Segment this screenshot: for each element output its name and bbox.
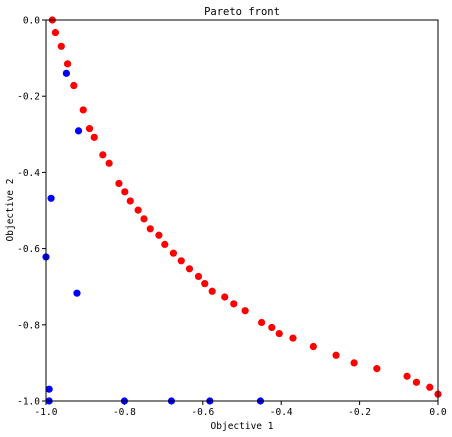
dominated-point	[62, 69, 70, 77]
pareto-point	[208, 287, 216, 295]
chart-title: Pareto front	[204, 6, 280, 18]
pareto-point	[146, 225, 154, 233]
pareto-point	[177, 257, 185, 265]
y-axis-label: Objective 2	[5, 179, 16, 242]
pareto-point	[289, 334, 297, 342]
dominated-point	[45, 385, 53, 393]
pareto-point	[332, 351, 340, 359]
dominated-point	[73, 289, 81, 297]
y-tick-label: -1.0	[17, 397, 40, 408]
x-tick-label: -0.2	[348, 407, 371, 418]
pareto-point	[241, 307, 249, 315]
pareto-point	[70, 81, 78, 90]
pareto-point	[309, 342, 317, 351]
pareto-point	[161, 240, 169, 249]
pareto-point	[99, 151, 107, 159]
x-tick-label: -1.0	[35, 407, 58, 418]
pareto-point	[403, 372, 411, 380]
pareto-point	[155, 231, 163, 239]
pareto-point	[169, 249, 177, 257]
pareto-point	[51, 28, 60, 37]
pareto-point	[63, 60, 72, 68]
dominated-point	[47, 194, 55, 202]
y-tick-label: -0.6	[17, 244, 40, 255]
pareto-point	[230, 300, 238, 308]
y-tick-label: -0.8	[17, 320, 40, 331]
x-tick-label: 0.0	[429, 407, 446, 418]
pareto-point	[57, 42, 65, 50]
y-tick-label: 0.0	[23, 16, 40, 27]
pareto-point	[350, 359, 358, 367]
pareto-point	[412, 378, 421, 386]
x-tick-label: -0.4	[270, 407, 293, 418]
x-tick-label: -0.8	[113, 407, 136, 418]
pareto-point	[105, 159, 113, 167]
pareto-point	[258, 318, 266, 327]
pareto-point	[426, 383, 434, 391]
pareto-point	[134, 206, 142, 214]
pareto-point	[126, 197, 134, 205]
pareto-point	[185, 265, 194, 273]
pareto-point	[79, 106, 87, 114]
dominated-point	[74, 127, 83, 135]
pareto-point	[194, 272, 203, 281]
pareto-point	[85, 124, 94, 133]
y-tick-label: -0.4	[17, 168, 40, 179]
pareto-point	[90, 133, 98, 141]
pareto-point	[201, 280, 209, 288]
pareto-point	[121, 188, 129, 196]
pareto-point	[275, 329, 283, 338]
x-tick-label: -0.6	[191, 407, 214, 418]
plot-frame	[45, 19, 439, 402]
pareto-point	[268, 323, 276, 332]
pareto-point	[221, 293, 229, 301]
x-axis-label: Objective 1	[211, 421, 274, 432]
pareto-point	[115, 179, 123, 188]
y-tick-label: -0.2	[17, 92, 40, 103]
pareto-point	[373, 365, 381, 373]
data-points	[42, 16, 442, 405]
axis-ticks: -1.0 -0.8 -0.6 -0.4 -0.2 0.0 0.0 -0.2 -0.4 -0.6 -0…	[17, 16, 447, 419]
pareto-point	[140, 215, 148, 223]
